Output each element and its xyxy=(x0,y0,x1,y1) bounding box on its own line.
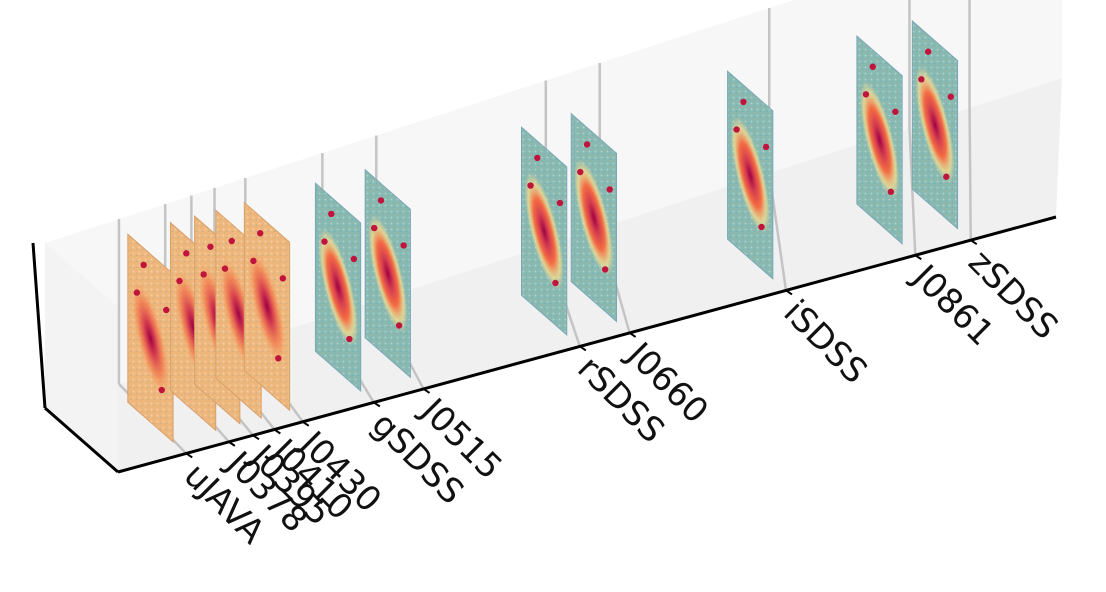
star-marker xyxy=(176,277,183,285)
image-panel xyxy=(570,112,617,323)
star-marker xyxy=(350,255,358,263)
x-tick xyxy=(423,388,431,394)
x-tick xyxy=(785,289,793,296)
star-marker xyxy=(943,173,950,180)
star-marker xyxy=(762,143,770,151)
star-marker xyxy=(947,93,954,100)
galaxy-blob xyxy=(574,158,614,277)
star-marker xyxy=(400,242,407,249)
star-marker xyxy=(395,322,403,329)
star-marker xyxy=(918,76,925,83)
star-marker xyxy=(228,237,235,245)
panel-edge xyxy=(243,201,291,412)
image-panel xyxy=(911,19,959,230)
x-tick xyxy=(252,434,260,441)
star-marker xyxy=(924,48,932,55)
star-marker xyxy=(183,250,190,257)
floor-gridline xyxy=(968,107,972,241)
x-tick-label: iSDSS xyxy=(776,292,875,391)
z-axis-line xyxy=(31,242,47,409)
image-panel xyxy=(314,182,362,393)
star-marker xyxy=(740,98,747,106)
image-panel xyxy=(364,168,411,379)
panel-edge xyxy=(520,126,568,337)
galaxy-blob xyxy=(915,66,955,184)
floor-gridline xyxy=(908,127,917,256)
image-panel xyxy=(243,201,291,412)
star-marker xyxy=(346,335,353,343)
star-marker xyxy=(887,188,895,196)
image-panel xyxy=(127,233,174,444)
star-marker xyxy=(140,261,147,269)
star-marker xyxy=(133,289,141,296)
star-marker xyxy=(200,271,207,278)
galaxy-blob xyxy=(730,116,770,234)
star-marker xyxy=(163,306,170,314)
x-tick xyxy=(373,401,381,408)
x-tick xyxy=(579,345,587,352)
x-tick xyxy=(629,332,637,338)
left-pane xyxy=(45,243,118,472)
panel-edge xyxy=(364,168,411,379)
star-marker xyxy=(377,197,385,204)
star-marker xyxy=(527,182,534,189)
star-marker xyxy=(552,279,559,287)
galaxy-blob xyxy=(130,279,171,397)
star-marker xyxy=(892,108,899,115)
star-marker xyxy=(583,141,591,148)
star-marker xyxy=(158,386,165,394)
star-marker xyxy=(221,265,229,272)
star-marker xyxy=(577,168,584,176)
x-tick xyxy=(970,239,978,246)
star-marker xyxy=(250,257,257,265)
star-marker xyxy=(371,224,378,232)
galaxy-blob xyxy=(368,214,408,333)
star-marker xyxy=(534,154,541,162)
star-marker xyxy=(321,238,328,245)
panel-edge xyxy=(314,182,362,393)
galaxy-blob xyxy=(318,228,358,346)
galaxy-blob xyxy=(247,247,287,366)
x-tick xyxy=(914,254,922,261)
star-marker xyxy=(758,223,765,231)
galaxy-blob xyxy=(524,172,564,290)
image-panel xyxy=(520,126,568,337)
star-marker xyxy=(207,243,214,250)
image-panels xyxy=(127,19,959,444)
panel-edge xyxy=(911,19,959,230)
star-marker xyxy=(328,210,335,218)
x-tick xyxy=(273,428,281,435)
x-tick xyxy=(185,452,193,459)
star-marker xyxy=(862,91,870,98)
panel-edge xyxy=(856,34,903,245)
star-marker xyxy=(275,355,282,362)
galaxy-blob xyxy=(859,81,900,199)
star-marker xyxy=(601,266,609,273)
star-marker xyxy=(279,275,287,282)
star-marker xyxy=(256,230,264,237)
panel-edge xyxy=(727,70,774,280)
panel-edge xyxy=(570,112,617,323)
depth-axis-line xyxy=(44,406,119,474)
x-ticks xyxy=(185,239,978,459)
image-panel xyxy=(727,70,774,280)
star-marker xyxy=(556,199,564,207)
image-panel xyxy=(856,34,903,245)
x-tick xyxy=(228,441,236,447)
star-marker xyxy=(869,63,876,70)
x-tick xyxy=(302,420,310,427)
star-marker xyxy=(733,126,740,133)
star-marker xyxy=(606,186,613,193)
